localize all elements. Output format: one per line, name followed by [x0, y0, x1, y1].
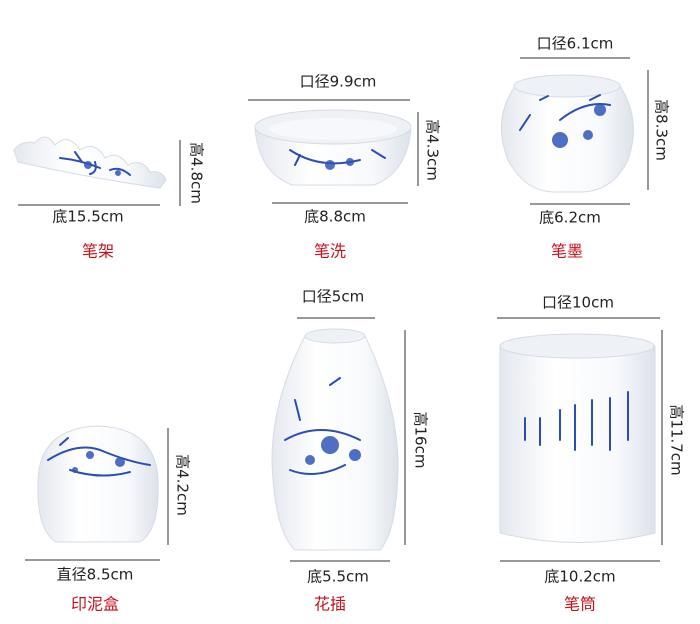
side-label: 高16cm [412, 412, 430, 469]
side-label: 高4.3cm [424, 119, 442, 181]
item-name: 笔洗 [314, 242, 346, 261]
flower-vase [271, 328, 399, 551]
top-label: 口径9.9cm [300, 73, 377, 91]
bottom-label: 底5.5cm [307, 568, 369, 586]
ink-jar [500, 74, 634, 193]
item-name: 笔架 [82, 242, 114, 261]
item-name: 笔墨 [551, 242, 583, 261]
item-name: 印泥盒 [71, 595, 119, 614]
bottom-label: 底15.5cm [52, 208, 123, 226]
bottom-label: 直径8.5cm [57, 566, 134, 584]
top-label: 口径5cm [302, 288, 364, 306]
top-label: 口径10cm [542, 294, 614, 312]
ink-pad-box [37, 425, 159, 543]
top-label: 口径6.1cm [537, 35, 614, 53]
side-label: 高8.3cm [653, 99, 671, 161]
bottom-label: 底8.8cm [304, 208, 366, 226]
brush-rest [13, 136, 167, 189]
item-name: 花插 [314, 595, 346, 614]
side-label: 高4.2cm [174, 454, 192, 516]
bottom-label: 底10.2cm [544, 568, 615, 586]
side-label: 高4.8cm [188, 142, 206, 204]
item-name: 笔筒 [564, 595, 596, 614]
brush-washer [254, 109, 412, 186]
brush-pot [499, 333, 656, 543]
bottom-label: 底6.2cm [539, 209, 601, 227]
side-label: 高11.7cm [668, 404, 686, 475]
